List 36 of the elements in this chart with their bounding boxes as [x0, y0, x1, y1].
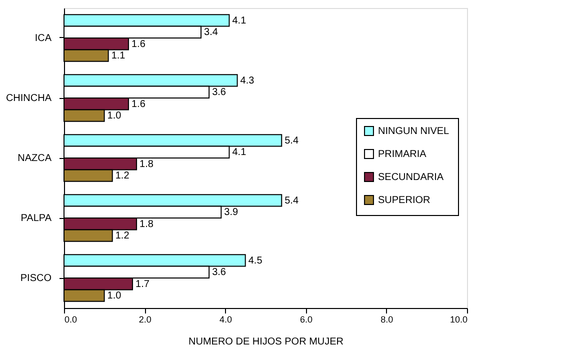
- data-label: 1.0: [107, 110, 122, 122]
- data-label: 4.5: [248, 255, 263, 266]
- y-tick-label: CHINCHA: [6, 93, 52, 104]
- data-label: 3.6: [212, 87, 226, 98]
- data-label: 5.4: [284, 135, 299, 146]
- data-label: 4.3: [240, 75, 255, 86]
- legend-label: SECUNDARIA: [378, 172, 444, 183]
- data-label: 1.2: [115, 170, 130, 182]
- x-tick-label: 6.0: [300, 314, 313, 324]
- y-tick-label: PALPA: [20, 213, 52, 224]
- legend-label: NINGUN NIVEL: [378, 126, 450, 137]
- x-tick-label: 10.0: [450, 314, 468, 324]
- y-tick-label: ICA: [34, 33, 52, 44]
- legend-label: SUPERIOR: [378, 195, 430, 206]
- data-label: 3.4: [204, 27, 218, 38]
- data-label: 1.7: [136, 278, 150, 290]
- data-label: 1.6: [131, 98, 146, 110]
- data-label: 1.6: [131, 38, 146, 50]
- x-tick-label: 0.0: [64, 314, 78, 324]
- x-tick-label: 2.0: [138, 314, 152, 324]
- data-label: 1.0: [107, 290, 122, 302]
- y-tick-label: PISCO: [20, 273, 52, 284]
- data-label: 1.8: [140, 218, 154, 230]
- data-label: 4.1: [232, 147, 247, 158]
- data-label: 3.9: [224, 207, 239, 218]
- legend-label: PRIMARIA: [378, 149, 427, 160]
- x-axis-title: NUMERO DE HIJOS POR MUJER: [188, 336, 344, 348]
- data-label: 1.2: [115, 230, 130, 242]
- x-tick-label: 8.0: [380, 314, 394, 324]
- y-tick-label: NAZCA: [18, 153, 52, 164]
- data-label: 4.1: [232, 15, 247, 26]
- x-tick-label: 4.0: [219, 314, 232, 324]
- data-label: 1.1: [111, 50, 126, 62]
- data-label: 1.8: [140, 158, 154, 170]
- data-label: 3.6: [212, 267, 226, 278]
- data-label: 5.4: [284, 195, 299, 206]
